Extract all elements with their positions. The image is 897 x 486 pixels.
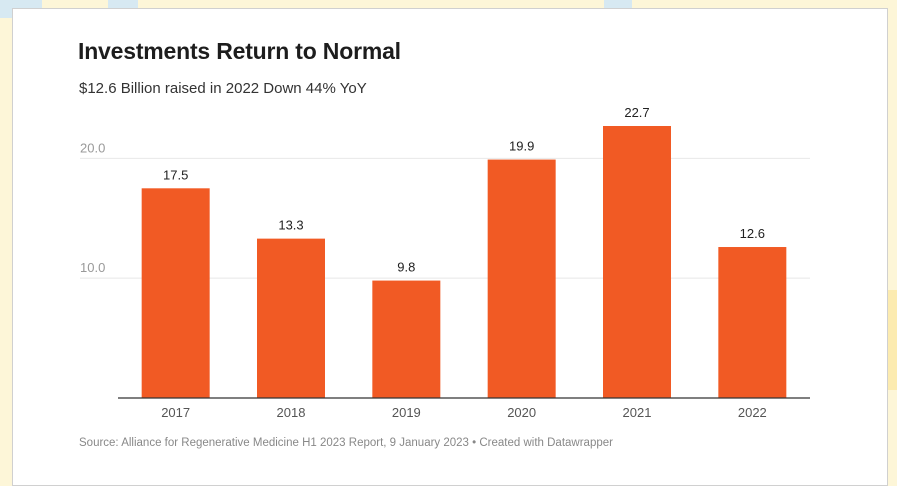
- bar: [372, 280, 441, 398]
- source-note: Source: Alliance for Regenerative Medici…: [79, 437, 613, 449]
- x-tick-label: 2018: [277, 405, 306, 420]
- x-tick-label: 2021: [623, 405, 652, 420]
- x-tick-label: 2022: [738, 405, 767, 420]
- bar-value-label: 19.9: [509, 139, 534, 154]
- x-tick-label: 2020: [507, 405, 536, 420]
- bar: [257, 238, 325, 398]
- background-shape: [885, 290, 897, 390]
- bar: [718, 247, 787, 398]
- y-tick-label: 10.0: [80, 260, 105, 275]
- bar-value-label: 13.3: [278, 218, 303, 233]
- bar: [487, 159, 556, 398]
- x-tick-label: 2019: [392, 405, 421, 420]
- chart-title: Investments Return to Normal: [78, 38, 401, 64]
- bar: [141, 188, 210, 398]
- bar: [603, 126, 671, 398]
- background-shape: [604, 0, 632, 8]
- x-tick-label: 2017: [161, 405, 190, 420]
- bar-value-label: 22.7: [624, 105, 649, 120]
- bar-value-label: 9.8: [397, 260, 415, 275]
- bar-value-label: 17.5: [163, 167, 188, 182]
- y-tick-label: 20.0: [80, 140, 105, 155]
- chart-subtitle: $12.6 Billion raised in 2022 Down 44% Yo…: [79, 80, 367, 97]
- bar-value-label: 12.6: [740, 226, 765, 241]
